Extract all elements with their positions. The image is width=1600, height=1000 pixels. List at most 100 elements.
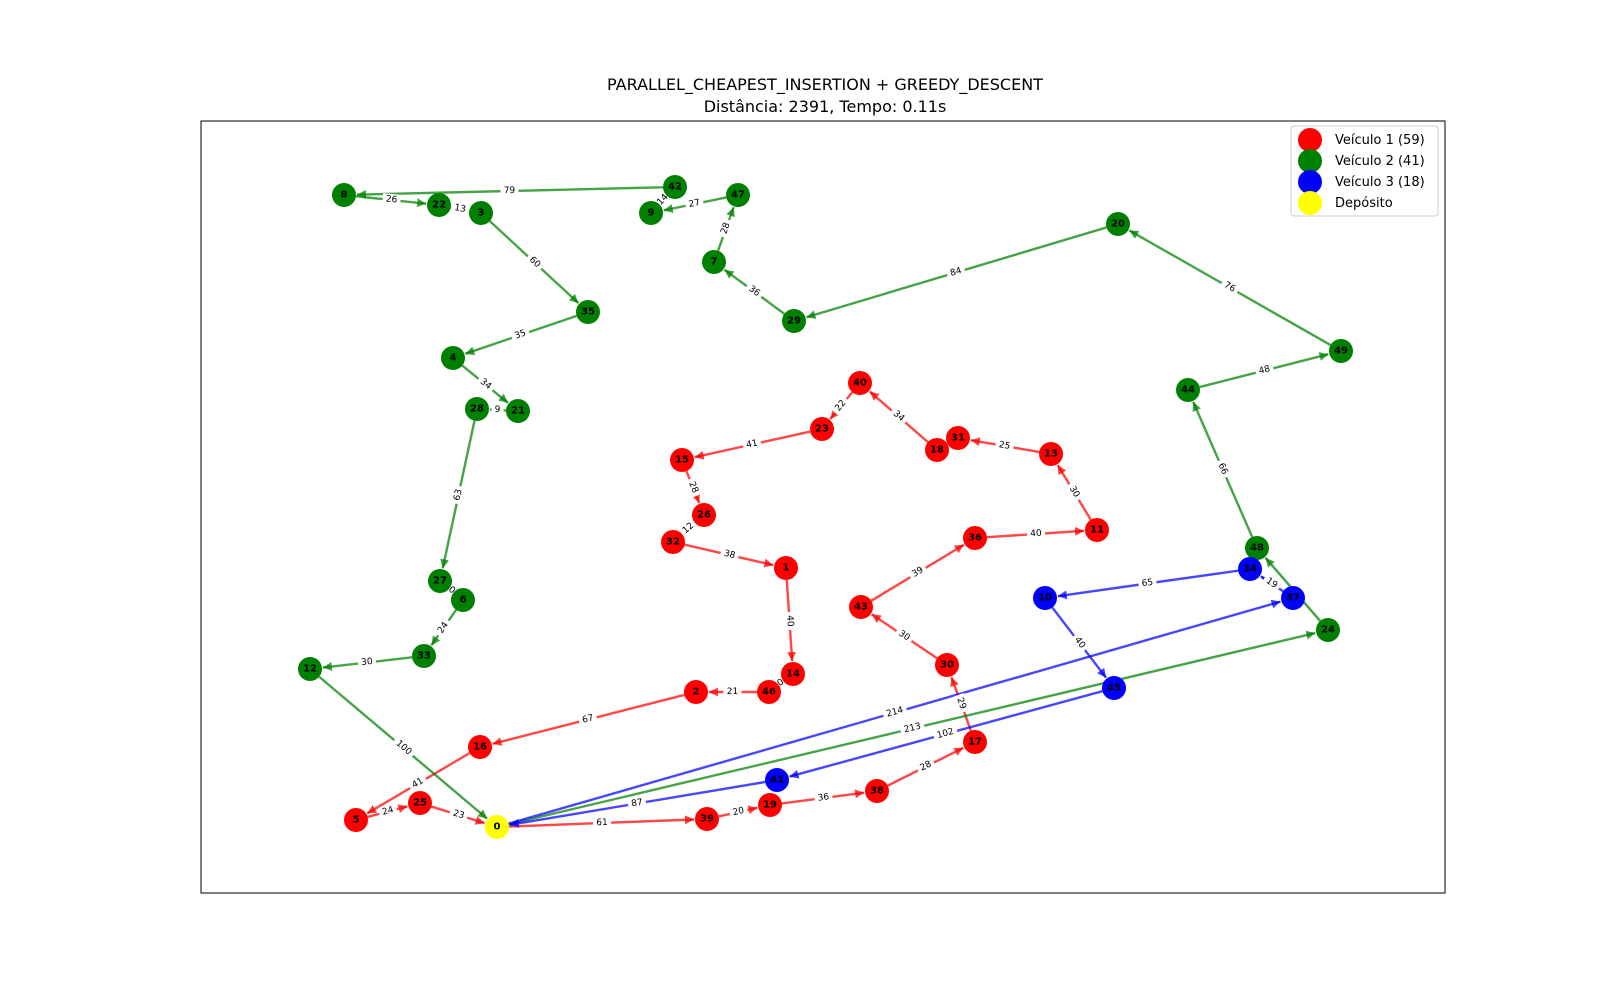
edge-weight-bg [723,686,742,698]
node-circle [695,807,719,831]
edge-weight-text: 79 [504,186,516,196]
node-35: 35 [576,300,600,324]
node-40: 40 [848,371,872,395]
edge-weight-26-32: 12 [677,518,700,539]
node-circle [468,735,492,759]
node-37: 37 [1281,586,1305,610]
edge-weight-bg [1069,632,1090,654]
node-21: 21 [506,399,530,423]
edge-weight-bg [381,193,402,207]
node-label: 17 [968,737,982,748]
node-16: 16 [468,735,492,759]
edge-weight-bg [1260,573,1283,594]
edge-weight-25-0: 23 [448,806,469,824]
node-circle [935,653,959,677]
node-4: 4 [441,346,465,370]
edge-weight-text: 67 [581,713,595,726]
edge-weight-33-12: 30 [357,655,377,670]
node-circle [925,438,949,462]
node-18: 18 [925,438,949,462]
edge-weight-bg [474,374,497,395]
edge-weight-bg [830,395,852,417]
edge-weight-bg [357,655,377,670]
edge-weight-46-2: 21 [723,686,742,698]
edge-weight-bg [450,201,470,217]
legend-label-v3: Veículo 3 (18) [1335,175,1425,190]
node-0: 0 [485,815,509,839]
node-circle [684,680,708,704]
edge-weight-bg [407,773,429,794]
node-label: 19 [763,800,777,811]
node-circle [774,556,798,580]
edge-weight-bg [433,617,454,639]
edge-weight-text: 20 [732,806,746,818]
node-circle [1102,676,1126,700]
node-label: 40 [853,378,867,389]
edge-weight-47-9: 27 [684,196,705,212]
node-circle [1085,518,1109,542]
node-26: 26 [692,503,716,527]
edge-weight-41-0: 87 [627,796,647,811]
node-label: 45 [1107,683,1121,694]
edge-weight-text: 48 [1258,364,1272,377]
node-circle [1245,536,1269,560]
node-circle [332,183,356,207]
node-circle [663,175,687,199]
node-23: 23 [810,417,834,441]
node-label: 35 [581,307,595,318]
node-circle [1238,557,1262,581]
edge-weight-text: 23 [452,809,466,822]
node-circle [782,309,806,333]
node-label: 2 [693,687,700,698]
edge-weight-21-28: 9 [491,403,504,417]
node-label: 5 [353,815,360,826]
node-label: 27 [433,576,447,587]
node-label: 15 [675,455,689,466]
node-label: 21 [511,406,525,417]
edge-weight-2-16: 67 [577,711,599,728]
node-label: 29 [787,316,801,327]
node-44: 44 [1176,378,1200,402]
edge-weight-6-33: 24 [433,617,454,639]
edge-weight-32-1: 38 [719,547,740,563]
edge-weight-text: 13 [453,203,466,215]
node-label: 33 [417,651,431,662]
node-circle [427,193,451,217]
node-circle [451,588,475,612]
node-circle [1176,378,1200,402]
edge-weight-bg [743,281,765,302]
node-29: 29 [782,309,806,333]
edge-weight-20-29: 84 [945,264,967,281]
node-19: 19 [758,793,782,817]
edge-weight-text: 9 [494,405,500,415]
node-label: 47 [731,190,745,201]
node-circle [469,201,493,225]
node-circle [1033,586,1057,610]
node-36: 36 [963,526,987,550]
node-12: 12 [298,657,322,681]
edge-weight-35-4: 35 [510,326,531,344]
edge-weight-bg [899,719,926,738]
edge-weight-36-11: 40 [1026,527,1046,541]
edge-weight-text: 63 [452,488,464,501]
edge-weight-43-36: 39 [907,562,929,583]
edge-weight-text: 87 [631,798,644,810]
edge-weight-text: 21 [727,687,738,697]
edge-weight-text: 27 [688,198,701,210]
node-2: 2 [684,680,708,704]
edge-weight-text: 38 [723,549,737,561]
node-32: 32 [661,530,685,554]
node-3: 3 [469,201,493,225]
edge-labels-layer: 6120362829303940302534224128123840021674… [357,184,1283,830]
node-label: 32 [666,537,680,548]
node-30: 30 [935,653,959,677]
node-circle [412,644,436,668]
edge-weight-28-27: 63 [450,484,467,506]
node-label: 11 [1090,525,1104,536]
edge-weight-4-21: 34 [474,374,497,395]
edge-weight-text: 24 [381,805,395,818]
node-label: 28 [470,404,484,415]
edge-weight-23-15: 41 [741,436,763,453]
node-label: 43 [854,602,868,613]
edge-weight-22-3: 13 [450,201,470,217]
